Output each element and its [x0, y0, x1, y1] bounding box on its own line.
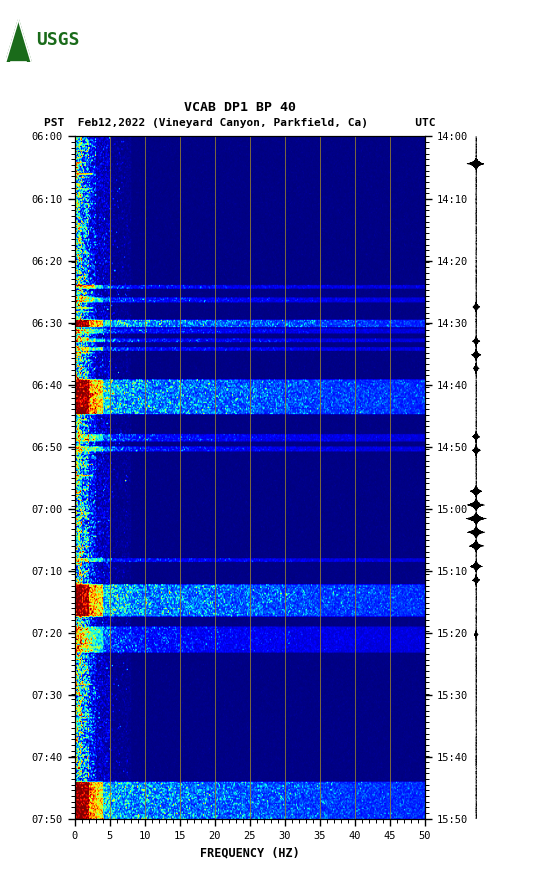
Polygon shape	[6, 20, 31, 62]
Text: USGS: USGS	[36, 31, 79, 49]
Text: PST  Feb12,2022 (Vineyard Canyon, Parkfield, Ca)       UTC: PST Feb12,2022 (Vineyard Canyon, Parkfie…	[44, 118, 436, 128]
X-axis label: FREQUENCY (HZ): FREQUENCY (HZ)	[200, 847, 300, 859]
Text: VCAB DP1 BP 40: VCAB DP1 BP 40	[184, 101, 296, 114]
